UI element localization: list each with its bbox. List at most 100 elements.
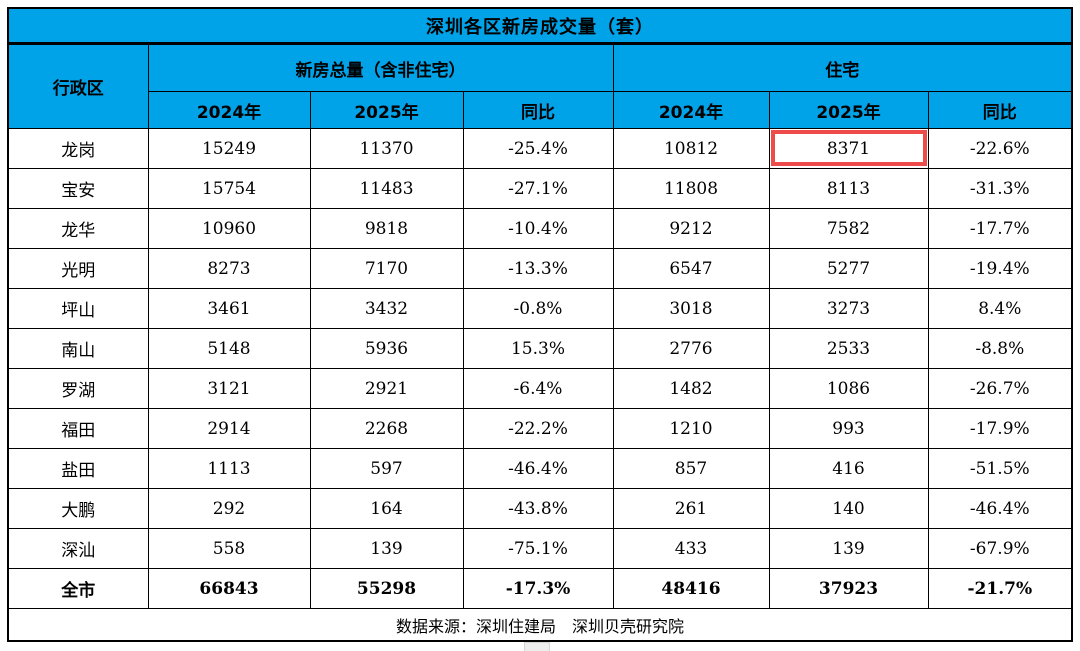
row-guangming: 光明 8273 7170 -13.3% 6547 5277 -19.4% [7,248,1073,289]
district-name-cell: 龙华 [7,208,149,249]
value-cell: 5148 [147,328,311,369]
value-cell: 7170 [309,248,464,289]
value-cell: 597 [309,448,464,489]
district-name-cell: 南山 [7,328,149,369]
district-name-cell: 大鹏 [7,488,149,529]
value-cell: 8.4% [927,288,1073,329]
value-cell: 139 [768,528,929,569]
district-name-cell: 坪山 [7,288,149,329]
sub-header-row: 2024年 2025年 同比 2024年 2025年 同比 [8,91,1073,129]
value-cell: 416 [768,448,929,489]
row-citywide: 全市 66843 55298 -17.3% 48416 37923 -21.7% [7,568,1073,609]
col-header-total-2025: 2025年 [309,91,464,129]
value-cell: -10.4% [462,208,614,249]
value-cell: 55298 [309,568,464,609]
value-cell: -22.6% [927,128,1073,169]
district-name-cell: 福田 [7,408,149,449]
value-cell: 10960 [147,208,311,249]
value-cell: -13.3% [462,248,614,289]
value-cell: -17.9% [927,408,1073,449]
value-cell: 7582 [768,208,929,249]
value-cell: 48416 [612,568,770,609]
value-cell: 2914 [147,408,311,449]
row-longhua: 龙华 10960 9818 -10.4% 9212 7582 -17.7% [7,208,1073,249]
value-cell: 3432 [309,288,464,329]
value-cell: -0.8% [462,288,614,329]
value-cell: -46.4% [462,448,614,489]
group-header-row: 行政区 新房总量（含非住宅） 住宅 [7,43,1073,129]
value-cell: 8273 [147,248,311,289]
district-name-cell: 罗湖 [7,368,149,409]
value-cell: 3121 [147,368,311,409]
transactions-table: 深圳各区新房成交量（套） 行政区 新房总量（含非住宅） 住宅 2024年 202… [7,7,1074,642]
value-cell: 15.3% [462,328,614,369]
row-dapeng: 大鹏 292 164 -43.8% 261 140 -46.4% [7,488,1073,529]
district-name-cell: 深汕 [7,528,149,569]
value-cell: 66843 [147,568,311,609]
district-name-cell: 全市 [7,568,149,609]
value-cell: -25.4% [462,128,614,169]
value-cell: 1210 [612,408,770,449]
group-header-residential: 住宅 [612,43,1073,92]
value-cell: -27.1% [462,168,614,209]
row-pingshan: 坪山 3461 3432 -0.8% 3018 3273 8.4% [7,288,1073,329]
district-name-cell: 光明 [7,248,149,289]
value-cell: 2533 [768,328,929,369]
value-cell: -26.7% [927,368,1073,409]
row-futian: 福田 2914 2268 -22.2% 1210 993 -17.9% [7,408,1073,449]
value-cell: 10812 [612,128,770,169]
value-cell: 3461 [147,288,311,329]
row-shenshan: 深汕 558 139 -75.1% 433 139 -67.9% [7,528,1073,569]
value-cell: -75.1% [462,528,614,569]
value-cell: 15249 [147,128,311,169]
value-cell: 140 [768,488,929,529]
title-row: 深圳各区新房成交量（套） [7,7,1073,45]
value-cell: 1113 [147,448,311,489]
col-header-res-2025: 2025年 [768,91,929,129]
value-cell: -8.8% [927,328,1073,369]
value-cell: -31.3% [927,168,1073,209]
row-baoan: 宝安 15754 11483 -27.1% 11808 8113 -31.3% [7,168,1073,209]
value-cell: 6547 [612,248,770,289]
value-cell: 857 [612,448,770,489]
value-cell-highlighted: 8371 [768,128,929,169]
scrollbar-artifact[interactable] [524,642,550,651]
value-cell: 3018 [612,288,770,329]
value-cell: 1482 [612,368,770,409]
value-cell: -46.4% [927,488,1073,529]
value-cell: 2268 [309,408,464,449]
row-luohu: 罗湖 3121 2921 -6.4% 1482 1086 -26.7% [7,368,1073,409]
value-cell: -43.8% [462,488,614,529]
value-cell: 3273 [768,288,929,329]
value-cell: 9818 [309,208,464,249]
col-header-total-2024: 2024年 [147,91,311,129]
data-source-note: 数据来源：深圳住建局 深圳贝壳研究院 [7,608,1073,642]
value-cell: 5277 [768,248,929,289]
corner-header-district: 行政区 [7,43,149,129]
table-title: 深圳各区新房成交量（套） [7,7,1073,45]
value-cell: 8113 [768,168,929,209]
value-cell: 5936 [309,328,464,369]
footer-row: 数据来源：深圳住建局 深圳贝壳研究院 [7,608,1073,642]
value-cell: 11808 [612,168,770,209]
value-cell: 9212 [612,208,770,249]
value-cell: 164 [309,488,464,529]
value-cell: 292 [147,488,311,529]
value-cell: -51.5% [927,448,1073,489]
district-name-cell: 龙岗 [7,128,149,169]
col-header-res-yoy: 同比 [927,91,1073,129]
group-header-total: 新房总量（含非住宅） [147,43,614,92]
value-cell: 139 [309,528,464,569]
value-cell: -21.7% [927,568,1073,609]
row-yantian: 盐田 1113 597 -46.4% 857 416 -51.5% [7,448,1073,489]
value-cell: 1086 [768,368,929,409]
value-cell: -17.3% [462,568,614,609]
value-cell: -17.7% [927,208,1073,249]
district-name-cell: 盐田 [7,448,149,489]
value-cell: 558 [147,528,311,569]
row-longgang: 龙岗 15249 11370 -25.4% 10812 8371 -22.6% [7,128,1073,169]
highlighted-value: 8371 [826,138,871,159]
col-header-res-2024: 2024年 [612,91,770,129]
district-name-cell: 宝安 [7,168,149,209]
